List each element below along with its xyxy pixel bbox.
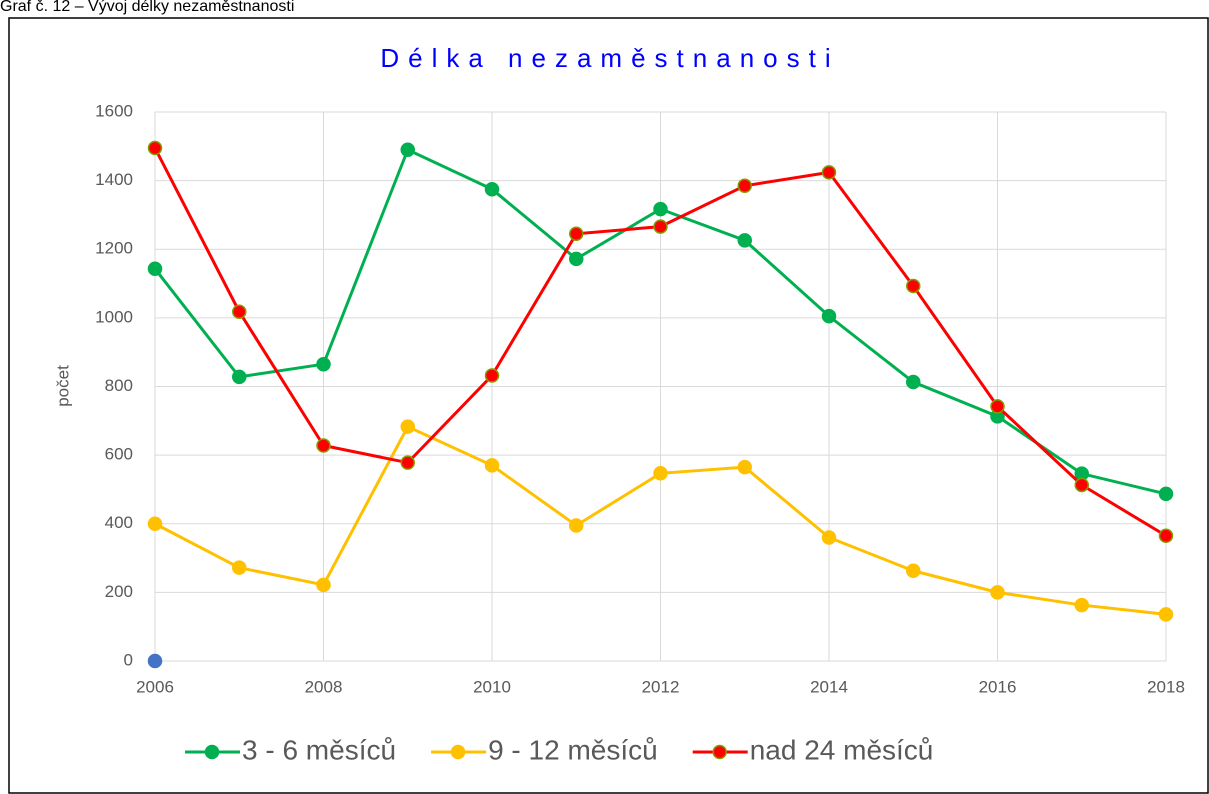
data-point — [147, 516, 163, 531]
data-point — [906, 563, 921, 579]
data-point — [400, 455, 415, 470]
legend-label: 9 - 12 měsíců — [488, 734, 658, 765]
data-point — [316, 577, 331, 593]
data-point — [147, 140, 163, 156]
data-point — [906, 374, 921, 390]
data-point — [737, 233, 752, 248]
data-point — [1074, 597, 1089, 613]
data-point — [569, 226, 584, 242]
data-point — [821, 308, 837, 324]
y-tick-label: 200 — [105, 582, 133, 601]
data-point — [400, 419, 415, 434]
legend-label: nad 24 měsíců — [750, 734, 934, 765]
caption: Graf č. 12 – Vývoj délky nezaměstnanosti — [0, 0, 294, 15]
data-point — [653, 466, 668, 481]
y-tick-label: 1200 — [95, 239, 133, 258]
data-point — [1158, 528, 1174, 544]
y-axis-label: počet — [53, 365, 72, 407]
data-point — [1074, 477, 1089, 493]
data-point — [147, 653, 163, 669]
data-point — [653, 219, 668, 234]
legend-marker — [450, 744, 466, 760]
legend-marker — [712, 744, 727, 760]
chart-border — [8, 17, 1209, 794]
data-point — [821, 165, 837, 180]
y-tick-label: 400 — [105, 513, 133, 532]
data-point — [232, 369, 247, 385]
y-tick-label: 0 — [124, 650, 133, 669]
y-tick-label: 1600 — [95, 101, 133, 120]
data-point — [737, 178, 752, 194]
x-tick-label: 2012 — [642, 677, 680, 696]
x-tick-label: 2008 — [305, 677, 343, 696]
legend-label: 3 - 6 měsíců — [242, 734, 396, 765]
legend-marker — [204, 744, 220, 760]
data-point — [990, 399, 1005, 414]
data-point — [569, 518, 584, 533]
chart-title: Délka nezaměstnanosti — [380, 43, 839, 73]
data-point — [147, 261, 163, 277]
y-tick-label: 600 — [105, 445, 133, 464]
data-point — [821, 530, 837, 545]
data-point — [316, 438, 331, 453]
data-point — [1158, 486, 1174, 502]
y-tick-label: 800 — [105, 376, 133, 395]
data-point — [316, 356, 331, 372]
y-tick-label: 1000 — [95, 307, 133, 326]
y-tick-label: 1400 — [95, 170, 133, 189]
data-point — [653, 201, 668, 217]
data-point — [484, 368, 500, 383]
x-tick-label: 2014 — [810, 677, 848, 696]
data-point — [1158, 607, 1174, 622]
data-point — [990, 585, 1005, 600]
data-point — [737, 459, 752, 475]
data-point — [232, 304, 247, 319]
data-point — [484, 181, 500, 197]
data-point — [484, 458, 500, 473]
data-point — [569, 251, 584, 267]
data-point — [400, 142, 415, 157]
x-tick-label: 2016 — [979, 677, 1017, 696]
x-tick-label: 2010 — [473, 677, 511, 696]
data-point — [232, 560, 247, 575]
x-tick-label: 2018 — [1147, 677, 1185, 696]
data-point — [906, 278, 921, 294]
x-tick-label: 2006 — [136, 677, 174, 696]
